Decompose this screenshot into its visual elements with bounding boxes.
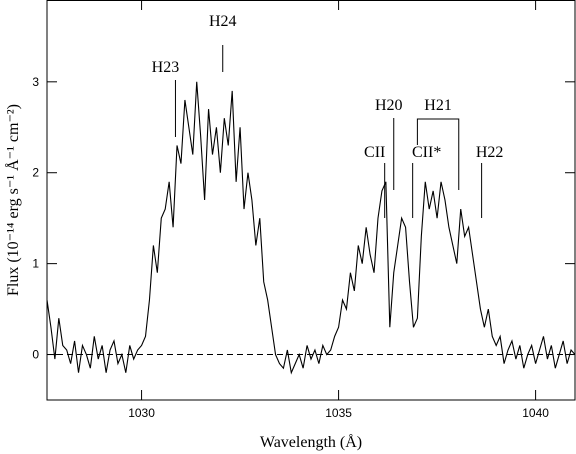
spectrum-line (46, 81, 576, 375)
annotation-label: H23 (152, 59, 180, 76)
annotation-label: H24 (209, 13, 237, 30)
annotation-bracket (416, 118, 460, 190)
x-axis-title: Wavelength (Å) (260, 433, 362, 451)
y-tick-label: 2 (32, 166, 39, 180)
annotation-label: CII* (412, 144, 441, 161)
y-tick-label: 1 (32, 257, 39, 271)
x-tick-label: 1040 (522, 406, 549, 420)
x-tick-label: 1035 (325, 406, 352, 420)
annotation-label: H20 (375, 97, 403, 114)
plot-frame (46, 0, 576, 401)
annotation-label: H21 (424, 97, 452, 114)
y-tick-label: 0 (32, 348, 39, 362)
y-tick-label: 3 (32, 75, 39, 89)
annotation-label: H22 (476, 144, 504, 161)
y-axis-title: Flux (10⁻¹⁴ erg s⁻¹ Å⁻¹ cm⁻²) (4, 104, 22, 296)
annotation-label: CII (364, 144, 385, 161)
x-tick-label: 1030 (128, 406, 155, 420)
